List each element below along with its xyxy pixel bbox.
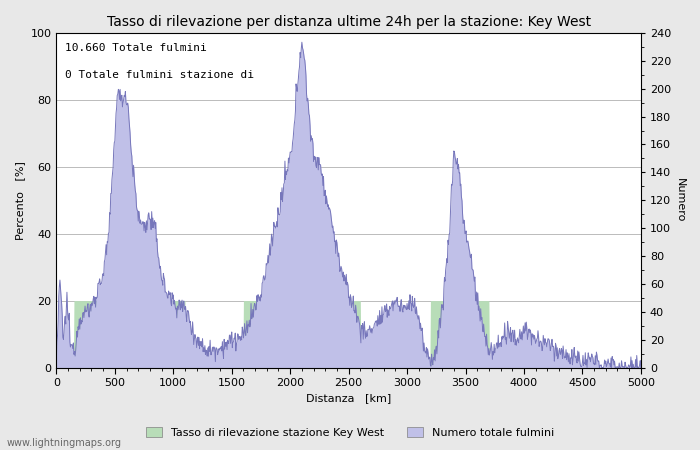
X-axis label: Distanza   [km]: Distanza [km] <box>306 393 391 404</box>
Text: 0 Totale fulmini stazione di: 0 Totale fulmini stazione di <box>65 70 254 80</box>
Y-axis label: Percento   [%]: Percento [%] <box>15 161 25 240</box>
Text: 10.660 Totale fulmini: 10.660 Totale fulmini <box>65 43 207 53</box>
Legend: Tasso di rilevazione stazione Key West, Numero totale fulmini: Tasso di rilevazione stazione Key West, … <box>141 423 559 442</box>
Text: www.lightningmaps.org: www.lightningmaps.org <box>7 438 122 448</box>
Y-axis label: Numero: Numero <box>675 178 685 222</box>
Title: Tasso di rilevazione per distanza ultime 24h per la stazione: Key West: Tasso di rilevazione per distanza ultime… <box>106 15 591 29</box>
